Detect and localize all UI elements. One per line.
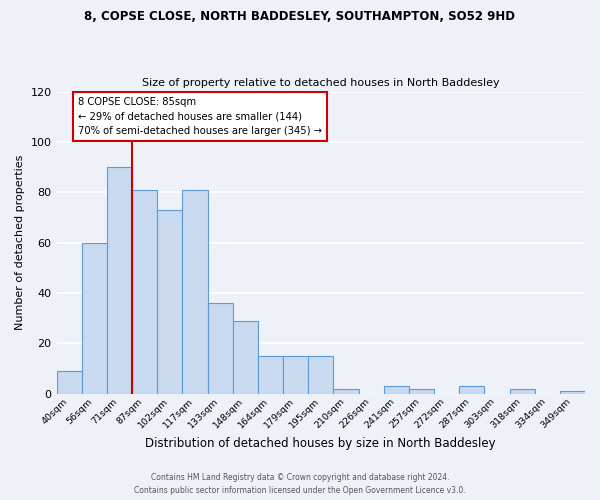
Text: 8 COPSE CLOSE: 85sqm
← 29% of detached houses are smaller (144)
70% of semi-deta: 8 COPSE CLOSE: 85sqm ← 29% of detached h… <box>78 96 322 136</box>
Text: Contains HM Land Registry data © Crown copyright and database right 2024.
Contai: Contains HM Land Registry data © Crown c… <box>134 474 466 495</box>
Bar <box>56 371 82 394</box>
Bar <box>459 386 484 394</box>
Bar <box>208 303 233 394</box>
Bar <box>258 356 283 394</box>
Bar <box>107 167 132 394</box>
Bar <box>509 388 535 394</box>
Text: 8, COPSE CLOSE, NORTH BADDESLEY, SOUTHAMPTON, SO52 9HD: 8, COPSE CLOSE, NORTH BADDESLEY, SOUTHAM… <box>85 10 515 23</box>
Bar <box>132 190 157 394</box>
Bar <box>182 190 208 394</box>
Title: Size of property relative to detached houses in North Baddesley: Size of property relative to detached ho… <box>142 78 500 88</box>
Bar <box>383 386 409 394</box>
Bar <box>308 356 334 394</box>
Bar <box>409 388 434 394</box>
Y-axis label: Number of detached properties: Number of detached properties <box>15 155 25 330</box>
Bar <box>233 320 258 394</box>
Bar <box>82 242 107 394</box>
X-axis label: Distribution of detached houses by size in North Baddesley: Distribution of detached houses by size … <box>145 437 496 450</box>
Bar <box>560 391 585 394</box>
Bar <box>157 210 182 394</box>
Bar <box>334 388 359 394</box>
Bar <box>283 356 308 394</box>
